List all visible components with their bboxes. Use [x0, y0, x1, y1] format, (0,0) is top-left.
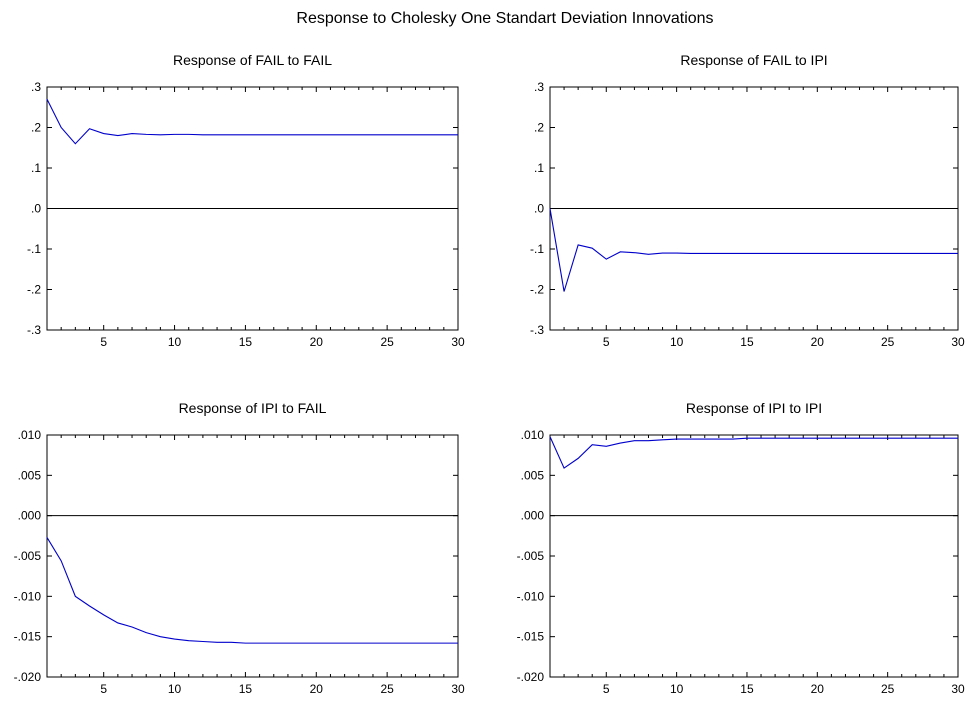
x-tick-label-fail-to-ipi: 15 — [740, 335, 754, 349]
x-tick-label-fail-to-fail: 20 — [310, 335, 324, 349]
y-tick-label-ipi-to-ipi: -.020 — [517, 670, 545, 684]
x-tick-label-ipi-to-ipi: 10 — [670, 682, 684, 696]
panel-title-ipi-to-fail: Response of IPI to FAIL — [179, 400, 327, 416]
y-tick-label-ipi-to-ipi: .005 — [521, 468, 545, 482]
y-tick-label-fail-to-fail: -.3 — [27, 323, 41, 337]
y-tick-label-ipi-to-ipi: -.015 — [517, 630, 545, 644]
panel-ipi-to-ipi: Response of IPI to IPI 5 10 15 20 25 30 -.020 -.… — [517, 400, 965, 696]
y-tick-label-ipi-to-fail: .005 — [18, 468, 42, 482]
panel-frame-ipi-to-fail — [46, 434, 459, 678]
x-tick-label-ipi-to-ipi: 20 — [811, 682, 825, 696]
y-tick-label-ipi-to-ipi: -.005 — [517, 549, 545, 563]
panel-ipi-to-fail: Response of IPI to FAIL 5 10 15 20 25 30 -.020 -… — [14, 400, 465, 696]
x-tick-label-ipi-to-fail: 25 — [380, 682, 394, 696]
x-tick-label-ipi-to-fail: 10 — [168, 682, 182, 696]
panel-fail-to-fail: Response of FAIL to FAIL 5 10 15 20 25 30 -.3 -.… — [27, 52, 465, 349]
y-tick-label-ipi-to-fail: .010 — [18, 428, 42, 442]
series-line-fail-to-ipi — [549, 208, 958, 292]
series-line-ipi-to-ipi — [549, 436, 958, 469]
x-tick-label-ipi-to-ipi: 5 — [603, 682, 610, 696]
y-tick-label-fail-to-ipi: .3 — [534, 80, 544, 94]
x-tick-label-fail-to-fail: 15 — [239, 335, 253, 349]
x-tick-label-ipi-to-fail: 20 — [310, 682, 324, 696]
panel-title-fail-to-ipi: Response of FAIL to IPI — [680, 52, 827, 68]
x-tick-label-fail-to-ipi: 20 — [811, 335, 825, 349]
x-tick-label-ipi-to-fail: 30 — [451, 682, 465, 696]
y-tick-label-fail-to-ipi: .1 — [534, 161, 544, 175]
y-tick-label-ipi-to-ipi: .010 — [521, 428, 545, 442]
series-line-fail-to-fail — [46, 98, 458, 145]
y-tick-label-fail-to-fail: .1 — [31, 161, 41, 175]
x-tick-label-fail-to-fail: 10 — [168, 335, 182, 349]
panel-title-fail-to-fail: Response of FAIL to FAIL — [173, 52, 332, 68]
x-tick-label-fail-to-ipi: 5 — [603, 335, 610, 349]
y-tick-label-ipi-to-ipi: -.010 — [517, 589, 545, 603]
y-tick-label-fail-to-ipi: -.1 — [530, 242, 544, 256]
x-tick-label-fail-to-ipi: 30 — [951, 335, 965, 349]
x-tick-label-fail-to-fail: 30 — [451, 335, 465, 349]
y-tick-label-fail-to-ipi: .0 — [534, 202, 544, 216]
x-tick-label-ipi-to-ipi: 25 — [881, 682, 895, 696]
x-tick-label-ipi-to-fail: 5 — [100, 682, 107, 696]
figure-title: Response to Cholesky One Standart Deviat… — [296, 10, 714, 27]
y-tick-label-fail-to-fail: .0 — [31, 202, 41, 216]
x-tick-label-fail-to-ipi: 10 — [670, 335, 684, 349]
y-tick-label-ipi-to-fail: -.020 — [14, 670, 42, 684]
x-tick-label-ipi-to-ipi: 30 — [951, 682, 965, 696]
y-tick-label-fail-to-ipi: .2 — [534, 121, 544, 135]
y-tick-label-ipi-to-fail: .000 — [18, 509, 42, 523]
y-tick-label-fail-to-ipi: -.2 — [530, 283, 544, 297]
series-line-ipi-to-fail — [46, 537, 458, 644]
x-tick-label-ipi-to-ipi: 15 — [740, 682, 754, 696]
x-tick-label-fail-to-fail: 25 — [380, 335, 394, 349]
panel-fail-to-ipi: Response of FAIL to IPI 5 10 15 20 25 30 -.3 -.2… — [530, 52, 965, 349]
y-tick-label-ipi-to-fail: -.010 — [14, 589, 42, 603]
x-tick-label-fail-to-ipi: 25 — [881, 335, 895, 349]
y-tick-label-fail-to-ipi: -.3 — [530, 323, 544, 337]
y-tick-label-ipi-to-fail: -.005 — [14, 549, 42, 563]
panel-title-ipi-to-ipi: Response of IPI to IPI — [686, 400, 822, 416]
y-tick-label-fail-to-fail: -.2 — [27, 283, 41, 297]
x-tick-label-fail-to-fail: 5 — [100, 335, 107, 349]
y-tick-label-ipi-to-fail: -.015 — [14, 630, 42, 644]
y-tick-label-fail-to-fail: -.1 — [27, 242, 41, 256]
y-tick-label-ipi-to-ipi: .000 — [521, 509, 545, 523]
panel-frame-ipi-to-ipi — [549, 434, 959, 678]
y-tick-label-fail-to-fail: .3 — [31, 80, 41, 94]
x-tick-label-ipi-to-fail: 15 — [239, 682, 253, 696]
y-tick-label-fail-to-fail: .2 — [31, 121, 41, 135]
